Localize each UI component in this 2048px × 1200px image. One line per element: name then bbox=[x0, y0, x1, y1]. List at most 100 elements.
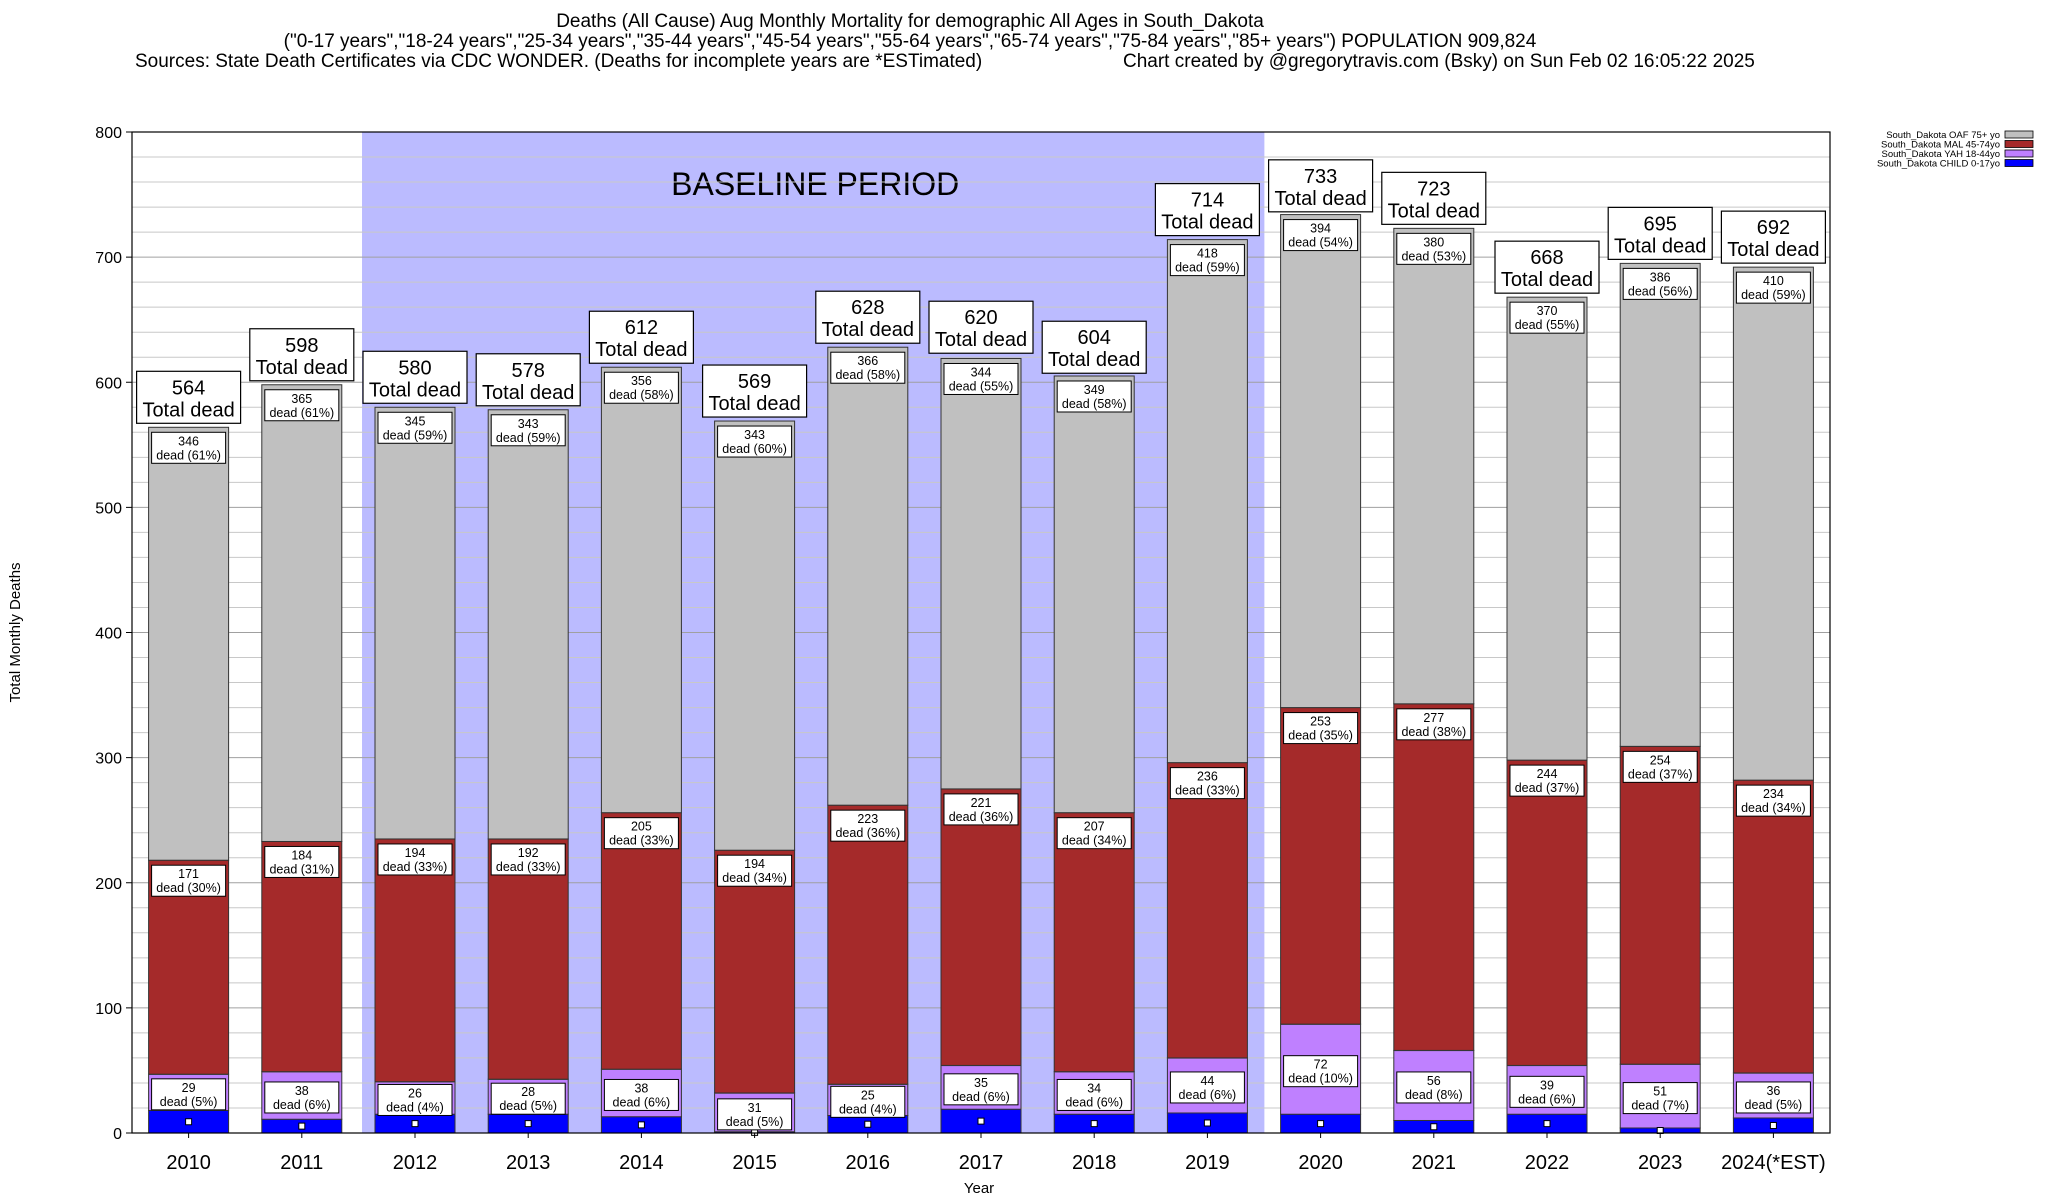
total-label-box bbox=[815, 290, 921, 344]
total-label-box bbox=[1154, 183, 1261, 237]
total-label-suffix: Total dead bbox=[256, 357, 348, 379]
segment-label-count: 28 bbox=[521, 1085, 535, 1099]
segment-label-share: dead (4%) bbox=[386, 1100, 444, 1114]
segment-label-box bbox=[1509, 301, 1585, 334]
segment-label-count: 26 bbox=[408, 1086, 422, 1100]
segment-label-box bbox=[1735, 1081, 1811, 1114]
segment-label-share: dead (59%) bbox=[1741, 288, 1806, 302]
segment-label-share: dead (8%) bbox=[1405, 1088, 1463, 1102]
total-label-value: 733 bbox=[1304, 166, 1337, 188]
total-label-value: 578 bbox=[512, 360, 545, 382]
segment-label-count: 386 bbox=[1650, 270, 1671, 284]
total-label-box bbox=[588, 310, 695, 364]
segment-label-count: 29 bbox=[182, 1081, 196, 1095]
total-label-box bbox=[475, 353, 581, 407]
segment-label-share: dead (33%) bbox=[609, 834, 674, 848]
segment-label-share: dead (38%) bbox=[1401, 725, 1466, 739]
total-label-suffix: Total dead bbox=[369, 379, 461, 401]
segment-label-share: dead (34%) bbox=[1062, 834, 1127, 848]
total-label-value: 692 bbox=[1757, 217, 1790, 239]
bar-segment bbox=[940, 357, 1022, 790]
bar-segment bbox=[1280, 707, 1362, 1025]
segment-label-count: 223 bbox=[857, 812, 878, 826]
child-marker bbox=[1090, 1120, 1098, 1128]
baseline-period-label: BASELINE PERIOD bbox=[671, 166, 959, 202]
total-label-box bbox=[362, 350, 468, 404]
total-label-suffix: Total dead bbox=[1274, 188, 1366, 210]
bar-segment bbox=[1506, 759, 1588, 1066]
segment-label-share: dead (33%) bbox=[383, 860, 448, 874]
segment-label-share: dead (34%) bbox=[1741, 801, 1806, 815]
y-axis-title: Total Monthly Deaths bbox=[7, 562, 24, 702]
segment-label-share: dead (37%) bbox=[1515, 781, 1580, 795]
segment-label-box bbox=[490, 843, 566, 876]
bar-segment bbox=[827, 346, 909, 806]
segment-label-box bbox=[603, 1078, 679, 1111]
bar-segment bbox=[1053, 812, 1135, 1073]
segment-label-box bbox=[1622, 1082, 1698, 1115]
child-marker bbox=[1317, 1120, 1325, 1128]
segment-label-box bbox=[151, 1078, 227, 1111]
bar-segment bbox=[1732, 779, 1814, 1074]
segment-label-count: 380 bbox=[1423, 235, 1444, 249]
total-label-suffix: Total dead bbox=[708, 393, 800, 415]
y-tick-label: 800 bbox=[95, 125, 122, 142]
child-marker bbox=[524, 1120, 532, 1128]
child-marker bbox=[411, 1120, 419, 1128]
segment-label-count: 25 bbox=[861, 1088, 875, 1102]
segment-label-share: dead (59%) bbox=[496, 431, 561, 445]
total-label-box bbox=[1041, 320, 1147, 374]
legend-swatch bbox=[2004, 130, 2034, 139]
segment-label-count: 234 bbox=[1763, 787, 1784, 801]
segment-label-count: 370 bbox=[1537, 304, 1558, 318]
segment-label-share: dead (5%) bbox=[726, 1115, 784, 1129]
x-tick-label: 2014 bbox=[619, 1152, 664, 1174]
segment-label-box bbox=[490, 1082, 566, 1115]
segment-label-share: dead (58%) bbox=[835, 368, 900, 382]
segment-label-share: dead (56%) bbox=[1628, 284, 1693, 298]
segment-label-box bbox=[1169, 1071, 1245, 1104]
segment-label-count: 221 bbox=[971, 796, 992, 810]
x-tick-label: 2016 bbox=[846, 1152, 891, 1174]
segment-label-share: dead (60%) bbox=[722, 442, 787, 456]
chart-credit: Chart created by @gregorytravis.com (Bsk… bbox=[1123, 51, 1755, 72]
segment-label-share: dead (34%) bbox=[722, 871, 787, 885]
segment-label-count: 253 bbox=[1310, 715, 1331, 729]
total-label-box bbox=[1607, 206, 1713, 260]
x-tick-label: 2010 bbox=[166, 1152, 211, 1174]
segment-label-count: 36 bbox=[1766, 1084, 1780, 1098]
segment-label-count: 192 bbox=[518, 846, 539, 860]
segment-label-count: 38 bbox=[295, 1084, 309, 1098]
legend-swatch bbox=[2004, 140, 2034, 148]
bar-segment bbox=[1732, 266, 1814, 781]
legend-label: South_Dakota MAL 45-74yo bbox=[1881, 140, 2000, 151]
segment-label-count: 31 bbox=[748, 1101, 762, 1115]
segment-label-box bbox=[1735, 784, 1811, 817]
child-marker bbox=[977, 1117, 985, 1125]
segment-label-box bbox=[1396, 232, 1472, 265]
bar-segment bbox=[1619, 262, 1701, 747]
y-tick-label: 0 bbox=[113, 1126, 122, 1143]
segment-label-share: dead (6%) bbox=[613, 1095, 671, 1109]
bar-segment bbox=[487, 838, 569, 1080]
x-tick-label: 2018 bbox=[1072, 1152, 1117, 1174]
segment-label-count: 344 bbox=[971, 365, 992, 379]
segment-label-count: 56 bbox=[1427, 1074, 1441, 1088]
segment-label-box bbox=[1735, 271, 1811, 304]
x-tick-label: 2013 bbox=[506, 1152, 551, 1174]
bar-segment bbox=[487, 409, 569, 840]
segment-label-box bbox=[490, 414, 566, 447]
total-label-value: 714 bbox=[1191, 190, 1224, 212]
x-tick-label: 2020 bbox=[1298, 1152, 1343, 1174]
segment-label-count: 207 bbox=[1084, 820, 1105, 834]
segment-label-box bbox=[264, 845, 340, 878]
total-label-value: 580 bbox=[398, 357, 431, 379]
segment-label-share: dead (36%) bbox=[949, 810, 1014, 824]
y-tick-label: 200 bbox=[95, 876, 122, 893]
total-label-box bbox=[136, 370, 242, 424]
segment-label-share: dead (55%) bbox=[1515, 318, 1580, 332]
segment-label-count: 184 bbox=[291, 848, 312, 862]
child-marker bbox=[637, 1121, 645, 1129]
segment-label-box bbox=[1283, 219, 1359, 252]
total-label-value: 564 bbox=[172, 377, 205, 399]
